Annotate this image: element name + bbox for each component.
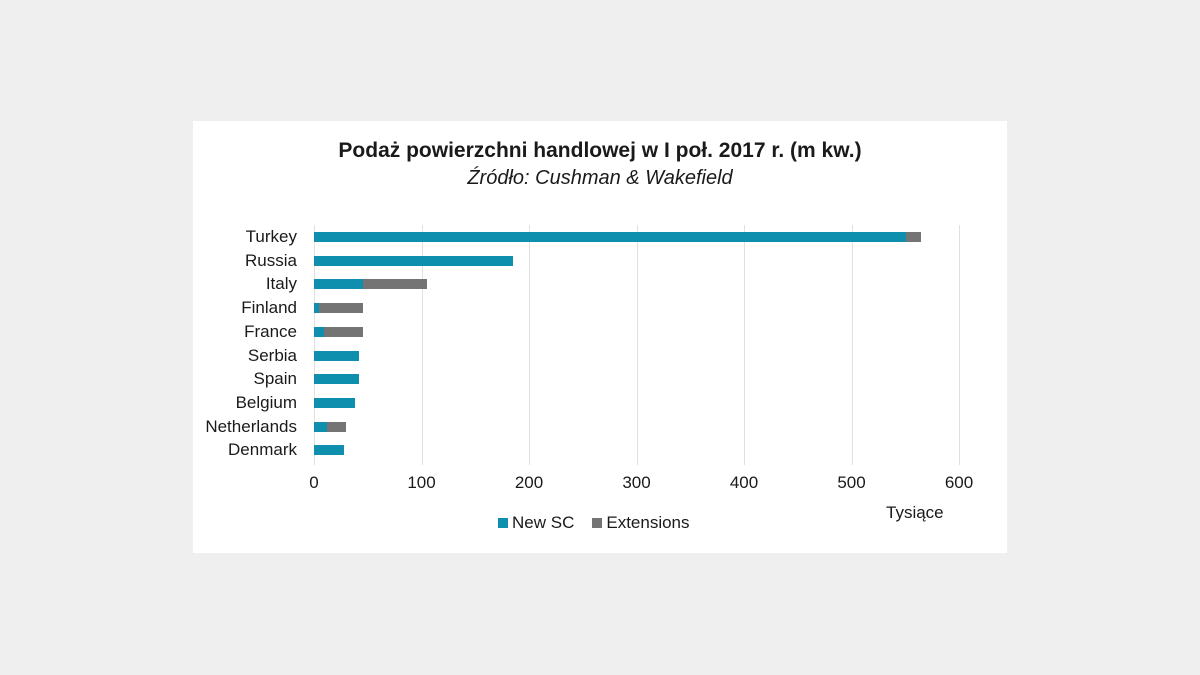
category-label: Finland bbox=[241, 298, 297, 318]
legend-label-extensions: Extensions bbox=[606, 513, 690, 532]
bar-row: Spain bbox=[254, 367, 959, 391]
bar-new-sc bbox=[314, 397, 355, 408]
bar-row: Russia bbox=[245, 249, 959, 273]
x-axis-unit-label: Tysiące bbox=[886, 503, 944, 522]
gridline bbox=[529, 225, 530, 465]
bar-row: Finland bbox=[241, 296, 959, 320]
gridline bbox=[959, 225, 960, 465]
category-label: Italy bbox=[265, 274, 297, 294]
category-label: Russia bbox=[245, 250, 297, 270]
category-label: Spain bbox=[253, 369, 297, 389]
bar-new-sc bbox=[314, 374, 360, 385]
bar-new-sc bbox=[314, 232, 907, 242]
x-tick-label: 0 bbox=[309, 473, 319, 492]
gridline bbox=[421, 225, 423, 465]
bar-extensions bbox=[319, 303, 364, 314]
gridline bbox=[636, 225, 638, 465]
bar-new-sc bbox=[314, 326, 324, 337]
bar-row: France bbox=[244, 320, 959, 344]
x-tick-label: 500 bbox=[837, 473, 866, 492]
bar-extensions bbox=[363, 279, 427, 290]
chart-subtitle: Źródło: Cushman & Wakefield bbox=[467, 167, 733, 189]
legend-label-new-sc: New SC bbox=[512, 513, 575, 532]
bar-row: Netherlands bbox=[205, 415, 959, 439]
x-tick-label: 200 bbox=[514, 473, 544, 492]
bar-new-sc bbox=[314, 255, 513, 266]
category-label: France bbox=[244, 321, 297, 341]
gridline bbox=[744, 225, 745, 465]
chart-card: Podaż powierzchni handlowej w I poł. 201… bbox=[193, 121, 1007, 553]
bar-extensions bbox=[326, 421, 347, 432]
bar-new-sc bbox=[314, 350, 360, 361]
chart-title: Podaż powierzchni handlowej w I poł. 201… bbox=[338, 139, 862, 162]
bar-new-sc bbox=[314, 421, 327, 432]
bar-extensions bbox=[906, 232, 922, 242]
bar-row: Italy bbox=[266, 272, 959, 296]
x-tick-label: 400 bbox=[729, 473, 759, 492]
x-tick-label: 100 bbox=[407, 473, 436, 492]
bar-extensions bbox=[323, 326, 364, 337]
bar-new-sc bbox=[314, 303, 320, 314]
legend: New SC Extensions bbox=[498, 513, 690, 533]
category-label: Denmark bbox=[228, 440, 297, 460]
x-tick-label: 600 bbox=[944, 473, 974, 492]
bar-new-sc bbox=[314, 279, 364, 290]
gridline bbox=[314, 225, 315, 465]
bar-row: Serbia bbox=[248, 344, 959, 368]
category-label: Netherlands bbox=[205, 416, 297, 436]
x-tick-label: 300 bbox=[622, 473, 651, 492]
bar-row: Denmark bbox=[228, 438, 959, 462]
bar-row: Belgium bbox=[236, 391, 959, 415]
plot-area: Turkey Russia Italy Finland France Serbia Spai… bbox=[205, 225, 960, 465]
category-label: Belgium bbox=[235, 392, 297, 412]
bar-row: Turkey bbox=[246, 225, 959, 249]
legend-swatch-extensions bbox=[592, 518, 603, 528]
gridline bbox=[851, 225, 853, 465]
legend-swatch-new-sc bbox=[498, 518, 508, 528]
category-label: Turkey bbox=[245, 227, 297, 246]
category-label: Serbia bbox=[247, 345, 297, 365]
bar-new-sc bbox=[314, 445, 345, 456]
